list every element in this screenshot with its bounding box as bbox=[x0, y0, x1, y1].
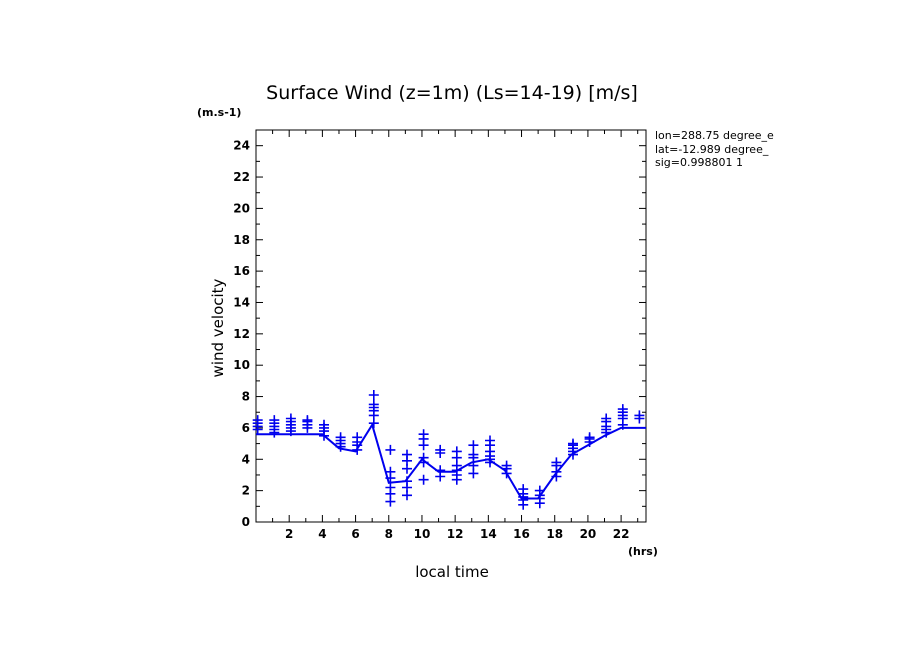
data-point-marker bbox=[485, 435, 495, 446]
data-point-marker bbox=[617, 404, 628, 415]
data-point-marker bbox=[518, 484, 529, 495]
x-tick-label: 14 bbox=[480, 527, 497, 541]
info-lat: lat=-12.989 degree_ bbox=[655, 143, 769, 156]
x-tick-label: 16 bbox=[513, 527, 530, 541]
data-point-marker bbox=[584, 432, 595, 443]
y-tick-label: 10 bbox=[233, 358, 250, 372]
data-point-marker bbox=[451, 446, 462, 457]
data-point-marker bbox=[551, 457, 562, 468]
y-tick-label: 12 bbox=[233, 327, 250, 341]
x-tick-label: 22 bbox=[613, 527, 630, 541]
data-point-marker bbox=[368, 390, 379, 400]
y-tick-label: 8 bbox=[242, 390, 250, 404]
data-point-marker bbox=[435, 444, 446, 455]
data-point-marker bbox=[352, 432, 363, 443]
data-point-marker bbox=[269, 415, 280, 426]
data-point-marker bbox=[385, 444, 396, 455]
data-point-marker bbox=[468, 449, 479, 460]
data-point-marker bbox=[385, 482, 396, 493]
data-point-marker bbox=[319, 419, 329, 430]
data-point-marker bbox=[385, 466, 396, 477]
y-tick-label: 20 bbox=[233, 201, 250, 215]
y-axis-label: wind velocity bbox=[209, 278, 227, 377]
info-lon: lon=288.75 degree_e bbox=[655, 129, 774, 142]
y-tick-label: 6 bbox=[242, 421, 250, 435]
x-tick-label: 4 bbox=[318, 527, 326, 541]
y-tick-label: 0 bbox=[242, 515, 250, 529]
mean-wind-line bbox=[256, 422, 646, 500]
x-tick-label: 18 bbox=[546, 527, 563, 541]
y-tick-label: 2 bbox=[242, 484, 250, 498]
data-point-marker bbox=[335, 432, 346, 443]
data-point-marker bbox=[368, 399, 379, 410]
chart-title: Surface Wind (z=1m) (Ls=14-19) [m/s] bbox=[266, 82, 638, 104]
y-tick-label: 18 bbox=[233, 233, 250, 247]
y-tick-label: 4 bbox=[242, 452, 250, 466]
x-tick-label: 2 bbox=[285, 527, 293, 541]
data-point-marker bbox=[402, 449, 412, 460]
data-series bbox=[252, 390, 646, 510]
x-tick-label: 20 bbox=[580, 527, 597, 541]
data-point-marker bbox=[534, 485, 545, 496]
data-point-marker bbox=[418, 452, 429, 463]
y-tick-label: 22 bbox=[233, 170, 250, 184]
y-tick-label: 14 bbox=[233, 295, 250, 309]
data-point-marker bbox=[568, 438, 578, 449]
data-point-marker bbox=[402, 476, 412, 487]
x-axis-label: local time bbox=[415, 563, 489, 581]
data-point-marker bbox=[418, 429, 429, 440]
x-tick-label: 8 bbox=[385, 527, 393, 541]
data-point-marker bbox=[285, 413, 296, 424]
data-point-marker bbox=[468, 440, 479, 451]
y-tick-label: 24 bbox=[233, 139, 250, 153]
x-tick-label: 12 bbox=[447, 527, 464, 541]
data-point-marker bbox=[501, 460, 512, 471]
y-tick-label: 16 bbox=[233, 264, 250, 278]
data-point-marker bbox=[435, 465, 446, 476]
info-sig: sig=0.998801 1 bbox=[655, 156, 743, 169]
data-point-marker bbox=[302, 415, 313, 426]
x-tick-label: 6 bbox=[351, 527, 359, 541]
data-point-marker bbox=[418, 474, 429, 485]
data-point-marker bbox=[252, 415, 263, 426]
data-point-marker bbox=[634, 410, 645, 421]
data-point-marker bbox=[601, 413, 612, 424]
x-tick-label: 10 bbox=[414, 527, 431, 541]
x-unit-label: (hrs) bbox=[628, 545, 658, 558]
y-unit-label: (m.s-1) bbox=[197, 106, 241, 119]
plot-frame bbox=[255, 129, 647, 523]
